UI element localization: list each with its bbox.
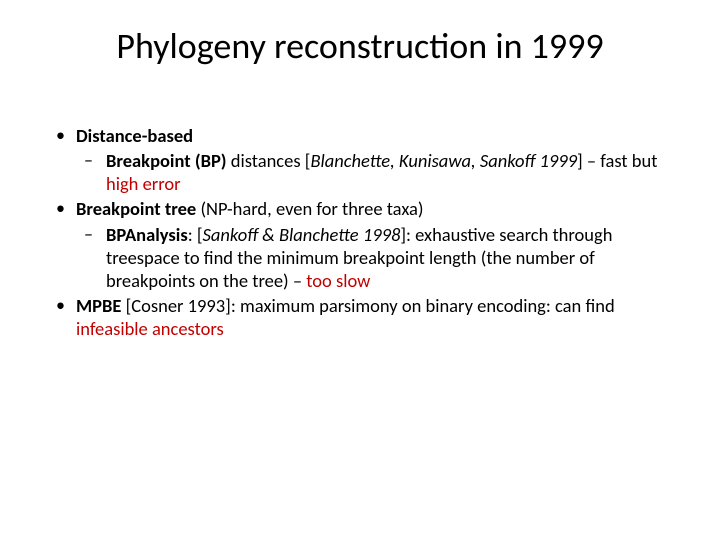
sub-bullet-list: BPAnalysis: [Sankoff & Blanchette 1998]:…: [76, 223, 670, 292]
sub-bullet-list: Breakpoint (BP) distances [Blanchette, K…: [76, 149, 670, 195]
bullet-text: (NP-hard, even for three taxa): [200, 197, 423, 220]
sub-accent: too slow: [306, 269, 370, 292]
sub-lead: Breakpoint (BP): [106, 149, 231, 172]
sub-text: : [: [188, 223, 203, 246]
slide: Phylogeny reconstruction in 1999 Distanc…: [0, 0, 720, 540]
bullet-lead: MPBE: [76, 294, 126, 317]
sub-text: ] – fast but: [577, 149, 657, 172]
bullet-lead: Distance-based: [76, 124, 193, 147]
sub-citation: Sankoff & Blanchette 1998: [203, 223, 401, 246]
sub-bullet-item: BPAnalysis: [Sankoff & Blanchette 1998]:…: [76, 223, 670, 292]
bullet-item: Breakpoint tree (NP-hard, even for three…: [50, 197, 670, 292]
bullet-lead: Breakpoint tree: [76, 197, 200, 220]
sub-lead: BPAnalysis: [106, 223, 188, 246]
sub-citation: Blanchette, Kunisawa, Sankoff 1999: [310, 149, 577, 172]
bullet-text: [Cosner 1993]: maximum parsimony on bina…: [126, 294, 615, 317]
sub-text: distances [: [231, 149, 311, 172]
slide-title: Phylogeny reconstruction in 1999: [50, 24, 670, 68]
bullet-item: MPBE [Cosner 1993]: maximum parsimony on…: [50, 294, 670, 340]
slide-body: Distance-based Breakpoint (BP) distances…: [50, 124, 670, 340]
bullet-list: Distance-based Breakpoint (BP) distances…: [50, 124, 670, 340]
sub-bullet-item: Breakpoint (BP) distances [Blanchette, K…: [76, 149, 670, 195]
bullet-item: Distance-based Breakpoint (BP) distances…: [50, 124, 670, 195]
sub-accent: high error: [106, 172, 181, 195]
bullet-accent: infeasible ancestors: [76, 317, 224, 340]
